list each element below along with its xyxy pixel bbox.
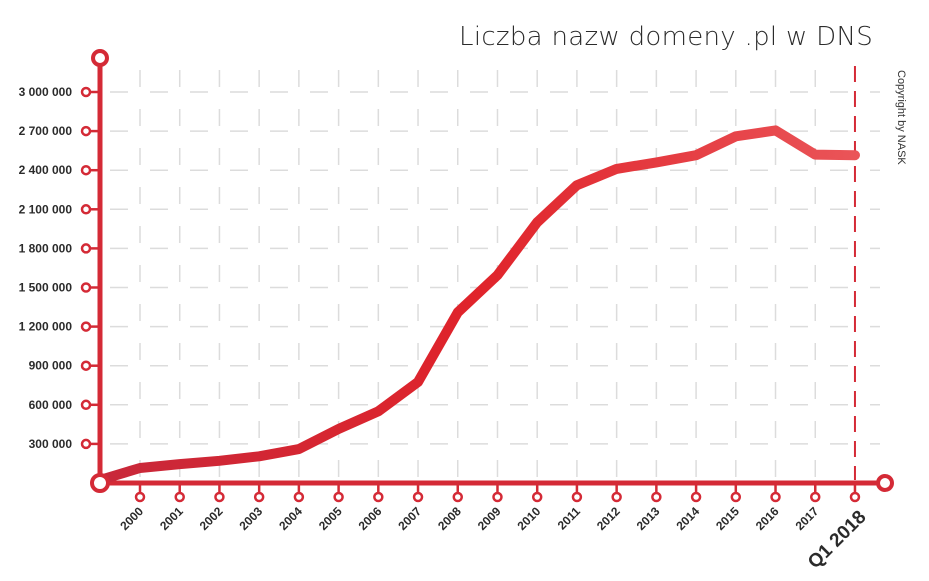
chart-title: Liczba nazw domeny .pl w DNS bbox=[459, 22, 873, 52]
y-tick-label: 1 200 000 bbox=[19, 320, 73, 334]
x-tick-label: 2017 bbox=[793, 504, 822, 533]
x-tick-circle bbox=[174, 491, 185, 503]
x-tick-circle bbox=[651, 491, 662, 503]
x-tick-label: 2003 bbox=[236, 504, 265, 533]
y-tick-label: 600 000 bbox=[29, 398, 73, 412]
x-tick-circle bbox=[412, 491, 424, 503]
y-tick-circle bbox=[80, 204, 92, 215]
x-tick-circle bbox=[134, 491, 146, 503]
x-tick-circle bbox=[333, 491, 344, 503]
y-tick-circle bbox=[80, 282, 92, 293]
x-tick-circle bbox=[611, 491, 622, 503]
x-tick-label: 2006 bbox=[356, 504, 385, 533]
x-tick-circle bbox=[571, 491, 583, 503]
y-tick-label: 2 400 000 bbox=[19, 163, 73, 177]
x-tick-label: 2000 bbox=[117, 504, 146, 533]
series-line bbox=[95, 125, 860, 485]
x-tick-label: 2001 bbox=[157, 504, 186, 533]
x-tick-label: 2010 bbox=[515, 504, 544, 533]
x-tick-label: 2004 bbox=[276, 504, 305, 533]
y-axis-end-circle bbox=[91, 49, 109, 67]
x-tick-label: 2009 bbox=[475, 504, 504, 533]
y-tick-circle bbox=[80, 164, 92, 176]
y-tick-circle bbox=[80, 321, 92, 332]
x-tick-circle bbox=[531, 491, 543, 503]
y-axis-ticks: 300 000 600 000 900 000 1 200 000 1 500 000 1… bbox=[19, 85, 100, 451]
copyright-note: Copyright by NASK bbox=[895, 70, 907, 165]
x-tick-circle bbox=[809, 491, 821, 503]
x-tick-label: 2008 bbox=[435, 504, 464, 533]
y-tick-label: 900 000 bbox=[29, 359, 73, 373]
y-tick-label: 2 700 000 bbox=[19, 124, 73, 138]
axes bbox=[91, 49, 894, 492]
x-tick-label: 2015 bbox=[713, 504, 742, 533]
y-tick-circle bbox=[80, 86, 92, 98]
y-tick-label: 1 800 000 bbox=[19, 241, 73, 255]
y-tick-label: 1 500 000 bbox=[19, 281, 73, 295]
x-tick-circle bbox=[690, 491, 702, 503]
x-tick-circle bbox=[770, 491, 781, 503]
x-tick-circle bbox=[293, 491, 305, 503]
x-tick-label: 2016 bbox=[753, 504, 782, 533]
x-tick-circle bbox=[730, 491, 742, 503]
x-tick-label: 2011 bbox=[555, 504, 584, 533]
x-tick-label: 2014 bbox=[673, 504, 702, 533]
x-axis-end-circle bbox=[876, 474, 894, 492]
x-tick-circle bbox=[373, 491, 384, 503]
y-tick-circle bbox=[80, 125, 92, 137]
x-axis-ticks: 2000 2001 2002 2003 2004 2005 2006 2007 2008 2009… bbox=[117, 483, 870, 573]
x-tick-label: 2012 bbox=[594, 504, 623, 533]
y-tick-label: 2 100 000 bbox=[19, 202, 73, 216]
x-tick-circle bbox=[492, 491, 503, 503]
x-tick-circle bbox=[452, 491, 464, 503]
x-tick-circle bbox=[214, 491, 225, 503]
y-tick-circle bbox=[80, 438, 92, 450]
x-tick-label: 2007 bbox=[395, 504, 424, 533]
y-tick-circle bbox=[80, 399, 92, 411]
x-tick-label: 2002 bbox=[197, 504, 226, 533]
grid-lines bbox=[108, 66, 880, 480]
x-tick-circle bbox=[253, 491, 265, 503]
y-tick-label: 3 000 000 bbox=[19, 85, 73, 99]
y-tick-circle bbox=[80, 243, 92, 254]
origin-circle bbox=[90, 473, 110, 493]
x-tick-circle bbox=[849, 491, 861, 503]
y-tick-circle bbox=[80, 360, 92, 371]
x-tick-label: 2005 bbox=[316, 504, 345, 533]
y-tick-label: 300 000 bbox=[29, 437, 73, 451]
x-tick-label: 2013 bbox=[634, 504, 663, 533]
